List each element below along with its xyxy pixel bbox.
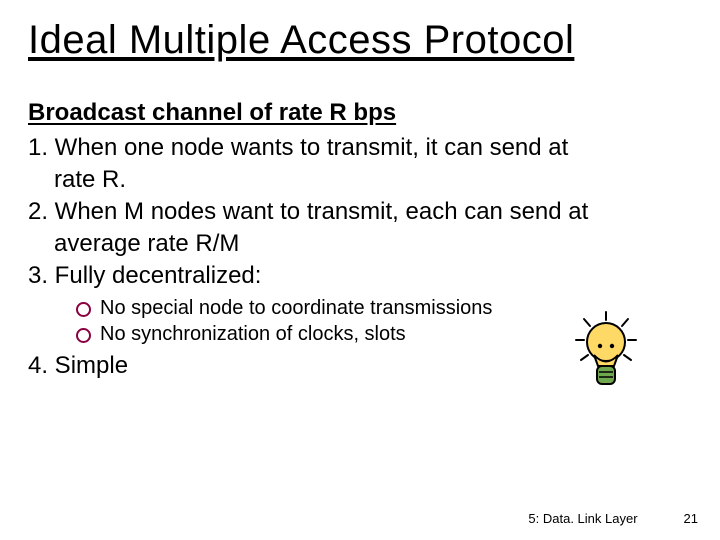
- lightbulb-icon: [570, 310, 642, 394]
- footer-page: 21: [684, 511, 698, 526]
- slide-title: Ideal Multiple Access Protocol: [28, 18, 692, 63]
- item-3: 3. Fully decentralized:: [28, 261, 692, 291]
- item-1-line2: rate R.: [28, 165, 692, 195]
- item-1-line1: 1. When one node wants to transmit, it c…: [28, 133, 692, 163]
- item-2-line2: average rate R/M: [28, 229, 692, 259]
- item-2-line1: 2. When M nodes want to transmit, each c…: [28, 197, 692, 227]
- footer-section: 5: Data. Link Layer: [528, 511, 637, 526]
- slide-subhead: Broadcast channel of rate R bps: [28, 99, 692, 127]
- slide-footer: 5: Data. Link Layer 21: [528, 511, 698, 526]
